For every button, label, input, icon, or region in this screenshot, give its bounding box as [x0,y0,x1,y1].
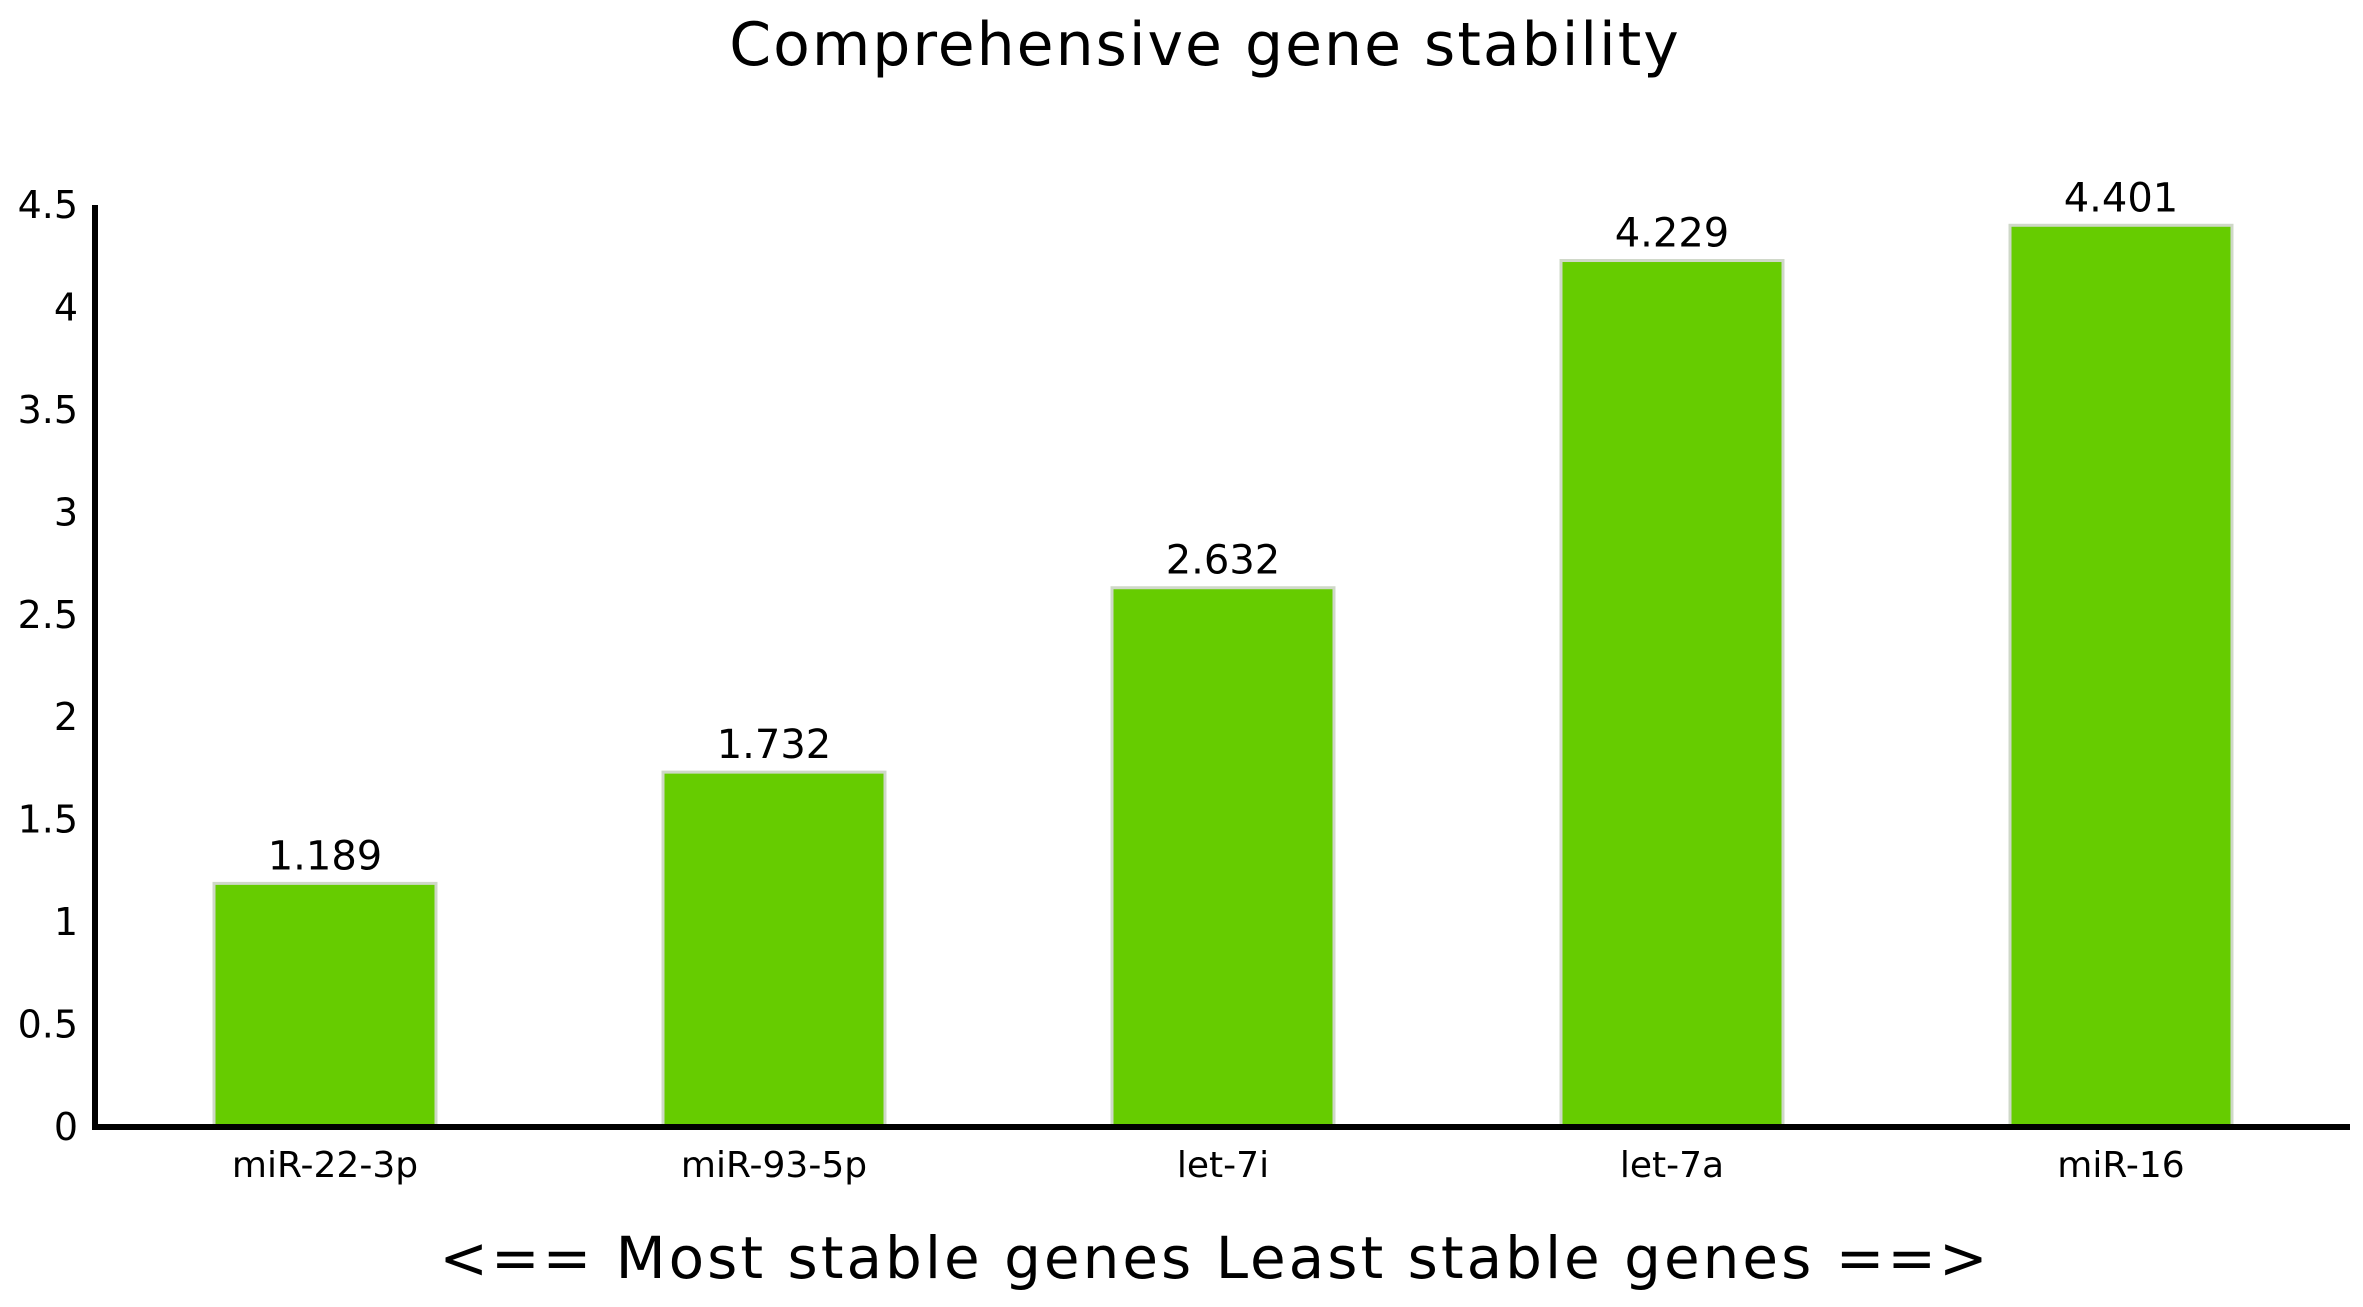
bar [212,881,438,1129]
bar-value-label: 2.632 [1166,538,1281,584]
y-tick-label: 0 [54,1105,78,1149]
bar [2008,223,2234,1129]
value-labels: 1.189 1.732 2.632 4.229 4.401 [268,175,2179,879]
y-tick-label: 3.5 [18,388,78,432]
bar [661,770,887,1129]
bar [1559,259,1785,1129]
bar-value-label: 4.401 [2064,175,2179,221]
y-tick-label: 1 [54,900,78,944]
y-tick-label: 2 [54,695,78,739]
y-tick-label: 4.5 [18,183,78,227]
y-tick-label: 4 [54,285,78,329]
bar [1110,586,1336,1129]
x-axis-ticks: miR-22-3p miR-93-5p let-7i let-7a miR-16 [232,1145,2185,1186]
bars [212,223,2234,1129]
bar-value-label: 4.229 [1615,211,1730,257]
x-tick-label: miR-22-3p [232,1145,418,1186]
y-tick-label: 3 [54,490,78,534]
chart-title: Comprehensive gene stability [729,10,1681,80]
x-tick-label: let-7i [1177,1145,1269,1186]
x-axis-label: <== Most stable genes Least stable genes… [439,1224,1990,1292]
x-tick-label: let-7a [1620,1145,1724,1186]
y-tick-label: 2.5 [18,593,78,637]
y-axis-ticks: 0 0.5 1 1.5 2 2.5 3 3.5 4 4.5 [18,183,78,1149]
x-tick-label: miR-93-5p [681,1145,867,1186]
bar-value-label: 1.732 [717,722,832,768]
x-tick-label: miR-16 [2057,1145,2184,1186]
y-tick-label: 1.5 [18,798,78,842]
y-tick-label: 0.5 [18,1003,78,1047]
bar-value-label: 1.189 [268,833,383,879]
